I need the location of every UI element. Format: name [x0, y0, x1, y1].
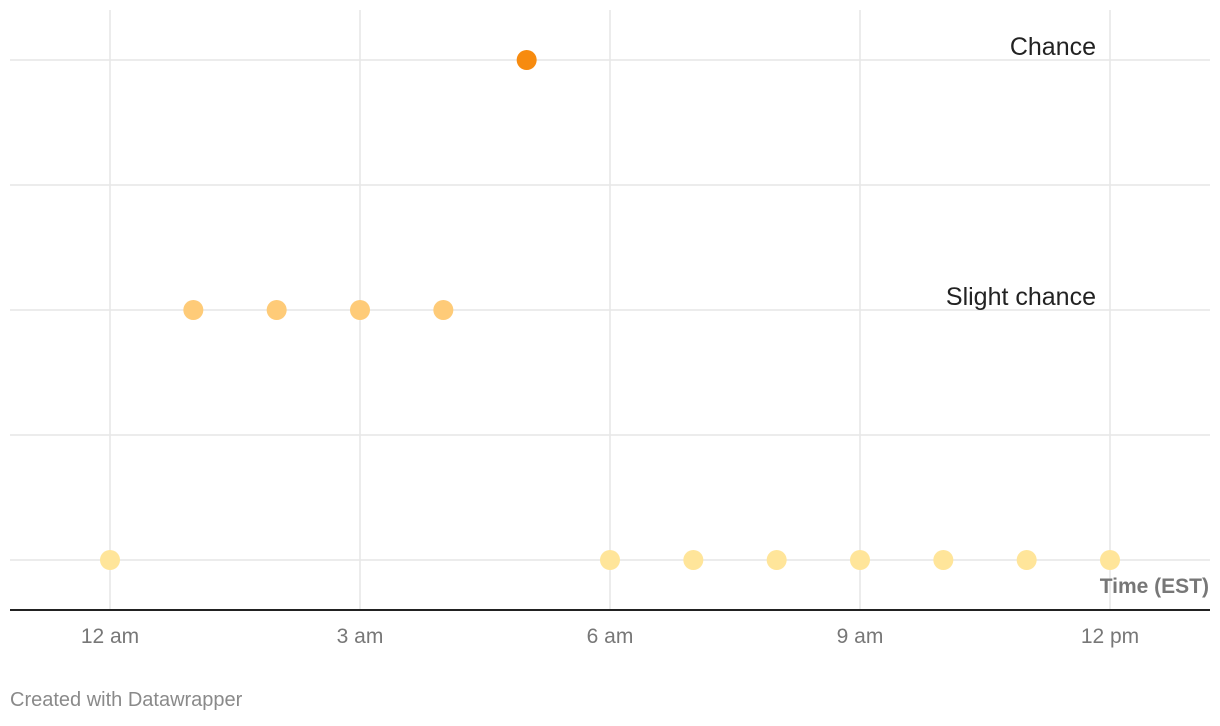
- data-point-0: [100, 550, 120, 570]
- data-points: [100, 50, 1120, 570]
- x-tick-label-1: 3 am: [337, 625, 384, 648]
- x-axis-title: Time (EST): [1100, 575, 1209, 598]
- x-tick-label-3: 9 am: [837, 625, 884, 648]
- data-point-6: [600, 550, 620, 570]
- row-label-0: Chance: [1010, 33, 1096, 61]
- x-tick-label-4: 12 pm: [1081, 625, 1139, 648]
- data-point-11: [1016, 550, 1037, 570]
- data-point-2: [266, 300, 287, 320]
- row-label-1: Slight chance: [946, 283, 1096, 311]
- data-point-12: [1100, 550, 1120, 570]
- data-point-5: [516, 50, 537, 70]
- data-point-8: [766, 550, 787, 570]
- x-tick-label-2: 6 am: [587, 625, 634, 648]
- data-point-1: [183, 300, 204, 320]
- x-axis-ticks: 12 am 3 am 6 am 9 am 12 pm: [81, 625, 1139, 648]
- data-point-9: [850, 550, 870, 570]
- data-point-10: [933, 550, 954, 570]
- credit-footer: Created with Datawrapper: [10, 689, 243, 711]
- row-annotations: Chance Slight chance: [946, 33, 1096, 311]
- data-point-3: [350, 300, 370, 320]
- data-point-4: [433, 300, 454, 320]
- data-point-7: [683, 550, 704, 570]
- x-tick-label-0: 12 am: [81, 625, 139, 648]
